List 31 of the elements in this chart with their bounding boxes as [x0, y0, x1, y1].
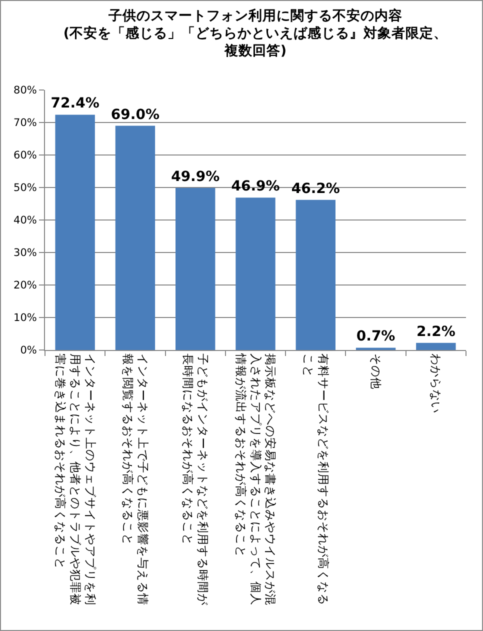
y-tick-label: 20% [14, 280, 37, 292]
data-label: 0.7% [356, 328, 396, 345]
bar [176, 188, 216, 350]
chart-title: 子供のスマートフォン利用に関する不安の内容 [108, 6, 402, 24]
data-label: 2.2% [416, 324, 456, 340]
x-tick-label: インターネット上のウェブサイトやアプリを利用することにより、他者とのトラブルや犯罪被害に巻き込まれるおそれが高くなること [53, 353, 98, 606]
y-tick-label: 30% [14, 247, 37, 260]
bar [115, 126, 156, 350]
data-label: 72.4% [50, 96, 100, 112]
data-label: 69.0% [110, 106, 160, 123]
x-tick-label: その他 [369, 353, 384, 390]
data-label: 49.9% [171, 168, 220, 185]
y-tick-label: 0% [20, 344, 37, 357]
chart-subtitle: (不安を「感じる」「どちらかといえば感じる』対象者限定、複数回答) [63, 24, 448, 59]
y-tick-label: 60% [14, 150, 37, 162]
x-tick-label: 子どもがインターネットなどを利用する時間が長時間になるおそれが高くなること [181, 353, 210, 606]
bar [236, 198, 276, 350]
bar [55, 114, 95, 350]
data-label: 46.9% [231, 178, 280, 195]
y-tick-label: 50% [14, 182, 37, 194]
x-tick-label: 掲示板などへの安易な書き込みやウイルスが混入されたアプリを導入することによって、個人情報が流出するおそれが高くなること [234, 352, 278, 606]
x-tick-label: 有料サービスなどを利用するおそれが高くなること [301, 353, 330, 606]
data-label: 46.2% [291, 180, 340, 197]
y-tick-label: 80% [14, 84, 37, 97]
x-tick-label: わからない [429, 353, 444, 414]
x-tick-label: インターネット上で子どもに悪影響を与える情報を閲覧するおそれが高くなること [120, 353, 150, 606]
bar [296, 200, 336, 350]
y-tick-label: 10% [14, 312, 37, 324]
y-tick-label: 70% [14, 117, 37, 130]
bar [416, 342, 456, 350]
y-tick-label: 40% [14, 214, 37, 227]
